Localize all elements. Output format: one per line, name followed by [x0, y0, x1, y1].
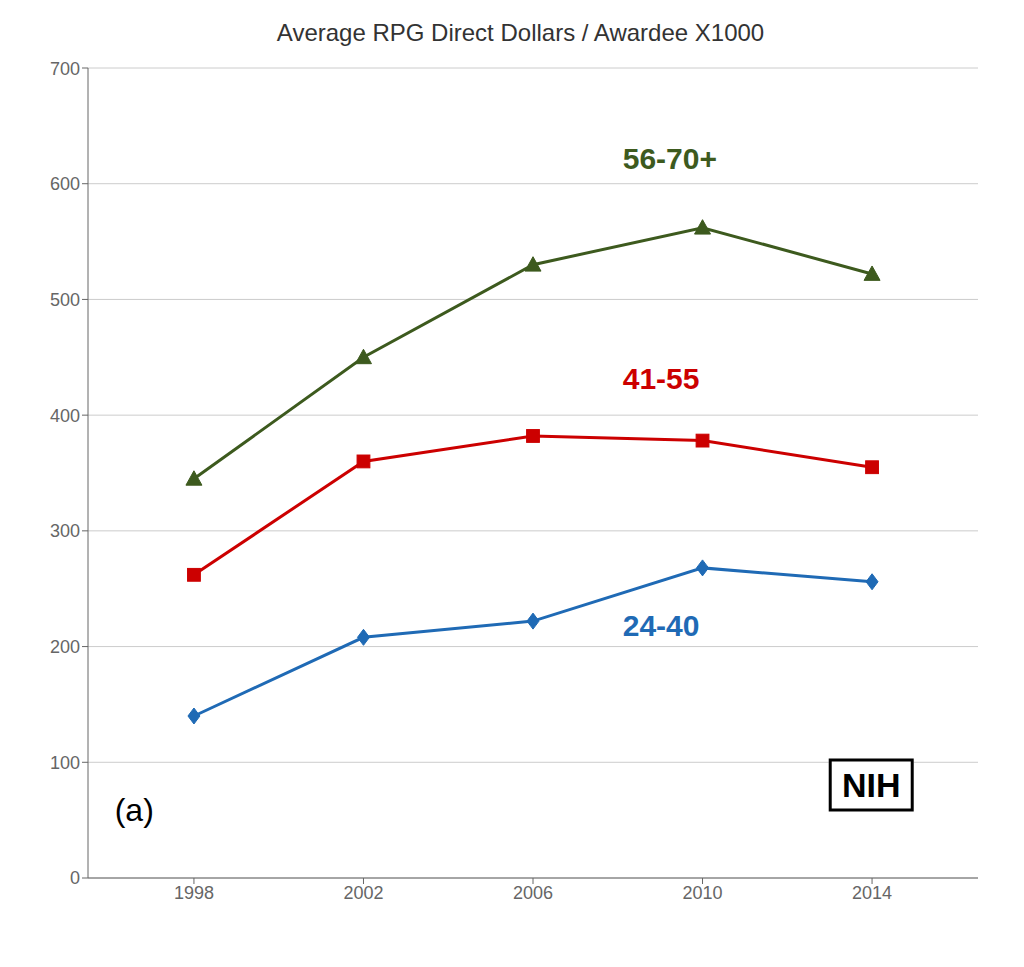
- svg-text:500: 500: [50, 290, 80, 310]
- html-text:(a): (a): [114, 792, 154, 829]
- svg-text:2006: 2006: [513, 883, 553, 903]
- html-text:Average RPG Direct Dollars / A: Average RPG Direct Dollars / Awardee X10…: [276, 19, 765, 46]
- svg-text:100: 100: [50, 753, 80, 773]
- svg-text:400: 400: [50, 406, 80, 426]
- svg-text:700: 700: [50, 59, 80, 79]
- svg-text:56-70+: 56-70+: [623, 142, 717, 175]
- svg-text:0: 0: [70, 868, 80, 888]
- svg-text:200: 200: [50, 637, 80, 657]
- svg-text:300: 300: [50, 521, 80, 541]
- svg-text:24-40: 24-40: [623, 609, 700, 642]
- svg-text:41-55: 41-55: [623, 362, 700, 395]
- svg-text:2010: 2010: [683, 883, 723, 903]
- svg-text:1998: 1998: [174, 883, 214, 903]
- html-text:NIH: NIH: [841, 765, 901, 804]
- svg-text:2014: 2014: [852, 883, 892, 903]
- svg-text:600: 600: [50, 174, 80, 194]
- svg-text:2002: 2002: [343, 883, 383, 903]
